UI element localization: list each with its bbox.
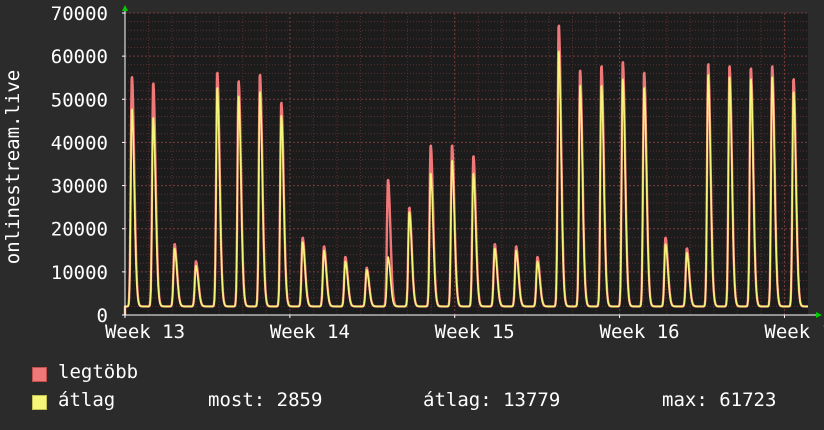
y-tick-label: 50000 xyxy=(51,89,108,111)
y-tick-label: 0 xyxy=(97,305,108,327)
y-tick-label: 10000 xyxy=(51,262,108,284)
y-tick-label: 60000 xyxy=(51,46,108,68)
x-tick-label: Week 16 xyxy=(600,321,680,343)
y-tick-label: 20000 xyxy=(51,219,108,241)
stat-now: most: 2859 xyxy=(208,389,323,411)
stat-average: átlag: 13779 xyxy=(423,389,561,411)
legend-swatch-avg xyxy=(32,395,47,410)
stat-max: max: 61723 xyxy=(662,389,777,411)
y-axis-title: onlinestream.live xyxy=(2,70,24,264)
plot-area xyxy=(125,13,808,315)
legend-label-max: legtöbb xyxy=(58,361,139,383)
series-line-avg xyxy=(124,50,809,315)
y-axis-arrow xyxy=(122,5,128,11)
x-tick-label: Week 17 xyxy=(764,321,824,343)
line-chart: 0 10000 20000 30000 40000 50000 60000 70000 Week… xyxy=(2,3,824,343)
x-tick-label: Week 13 xyxy=(105,321,185,343)
legend-label-avg: átlag xyxy=(58,389,116,411)
y-tick-label: 30000 xyxy=(51,176,108,198)
x-tick-label: Week 14 xyxy=(270,321,350,343)
x-tick-label: Week 15 xyxy=(435,321,515,343)
x-axis-arrow xyxy=(816,312,822,318)
legend-swatch-max xyxy=(32,367,47,382)
y-tick-label: 40000 xyxy=(51,132,108,154)
y-tick-label: 70000 xyxy=(51,3,108,25)
